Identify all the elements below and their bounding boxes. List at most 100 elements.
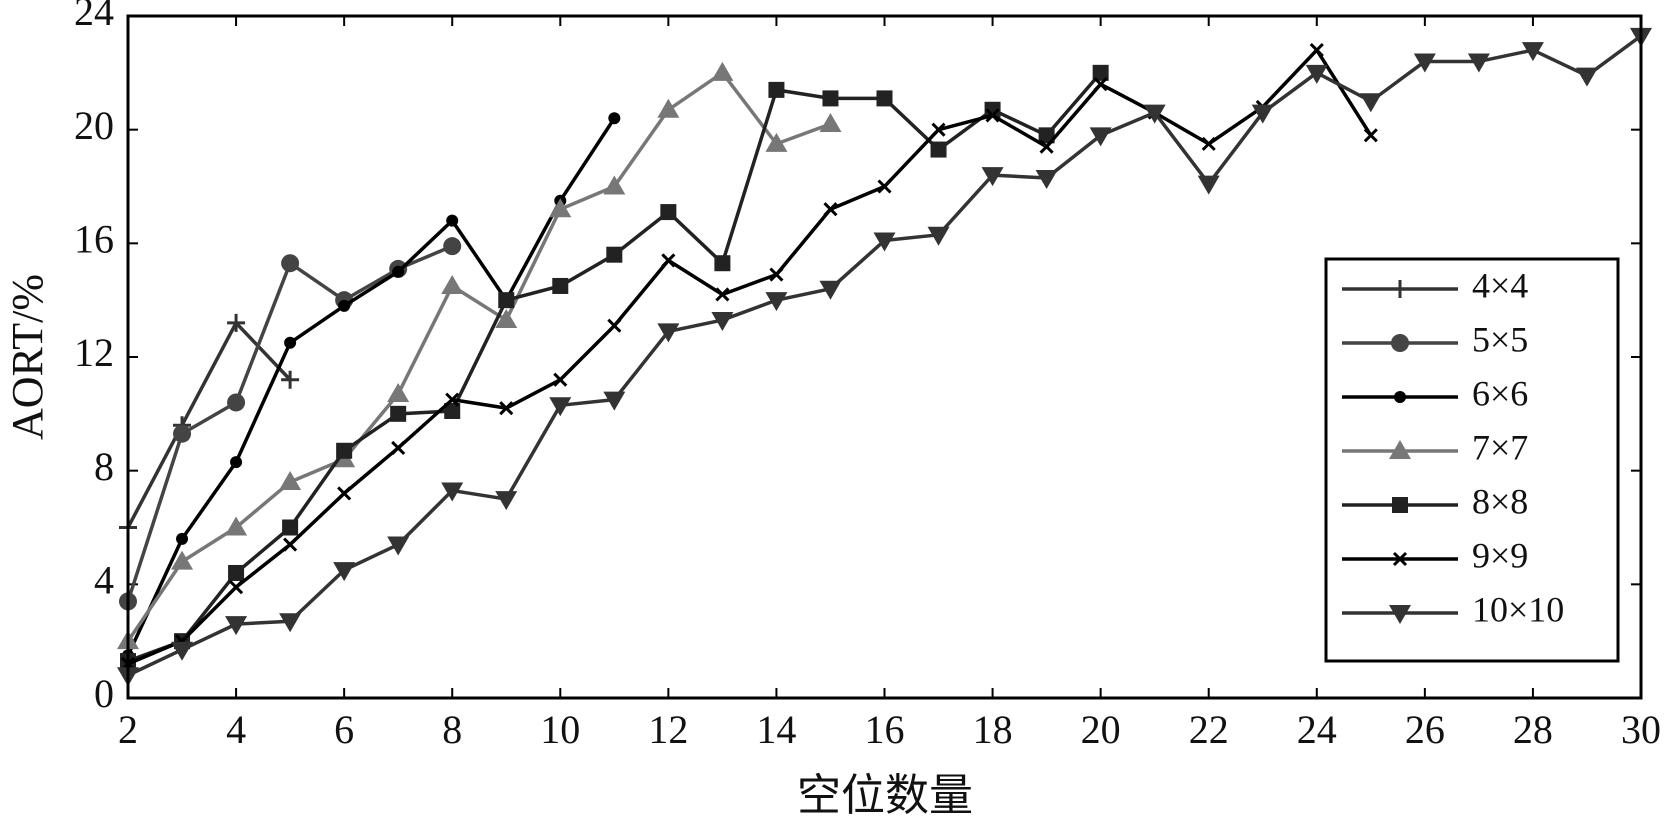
y-tick-label: 20 — [74, 103, 114, 148]
marker — [229, 580, 244, 595]
marker — [606, 246, 623, 263]
marker — [1391, 334, 1409, 352]
marker — [1197, 175, 1220, 195]
legend: 4×4 5×5 6×6 7×7 8×8 9×9 10×10 — [1324, 257, 1620, 663]
x-tick-label: 14 — [756, 707, 796, 752]
marker — [498, 292, 515, 309]
marker — [1093, 77, 1108, 92]
marker — [173, 424, 192, 443]
legend-label: 4×4 — [1472, 265, 1528, 305]
x-tick-label: 6 — [334, 707, 354, 752]
marker — [1413, 53, 1436, 73]
marker — [227, 313, 246, 332]
marker — [1521, 42, 1544, 62]
x-tick-label: 18 — [973, 707, 1013, 752]
marker — [281, 254, 300, 273]
marker — [711, 312, 734, 332]
marker — [603, 391, 626, 411]
y-tick-label: 12 — [74, 330, 114, 375]
marker — [176, 532, 189, 545]
legend-label: 9×9 — [1472, 535, 1528, 575]
marker — [1363, 128, 1378, 143]
marker — [819, 112, 842, 132]
legend-label: 5×5 — [1472, 319, 1528, 359]
marker — [228, 564, 245, 581]
marker — [549, 198, 572, 218]
marker — [443, 237, 462, 256]
x-tick-label: 26 — [1405, 707, 1445, 752]
y-tick-label: 24 — [74, 0, 114, 34]
series-line — [126, 321, 292, 529]
legend-label: 10×10 — [1472, 589, 1564, 629]
x-tick-label: 30 — [1621, 707, 1661, 752]
marker — [1035, 169, 1058, 189]
marker — [338, 299, 351, 312]
marker — [495, 491, 518, 511]
marker — [608, 112, 621, 125]
marker — [769, 267, 784, 282]
marker — [714, 255, 731, 272]
marker — [819, 280, 842, 300]
marker — [984, 101, 1001, 118]
marker — [279, 613, 302, 633]
marker — [1575, 67, 1598, 87]
legend-label: 7×7 — [1472, 427, 1528, 467]
marker — [768, 81, 785, 98]
x-tick-label: 24 — [1297, 707, 1337, 752]
marker — [930, 141, 947, 158]
marker — [1392, 551, 1408, 567]
x-axis-label: 空位数量 — [797, 771, 973, 820]
marker — [1038, 127, 1055, 144]
marker — [927, 226, 950, 246]
marker — [444, 402, 461, 419]
marker — [225, 516, 248, 536]
x-tick-label: 2 — [118, 707, 138, 752]
y-tick-label: 8 — [94, 444, 114, 489]
y-tick-label: 0 — [94, 671, 114, 716]
marker — [657, 323, 680, 343]
marker — [1309, 43, 1324, 58]
marker — [549, 397, 572, 417]
marker — [873, 232, 896, 252]
marker — [281, 370, 300, 389]
x-tick-label: 16 — [865, 707, 905, 752]
x-tick-label: 28 — [1513, 707, 1553, 752]
marker — [1467, 53, 1490, 73]
legend-label: 8×8 — [1472, 481, 1528, 521]
marker — [931, 122, 946, 137]
marker — [660, 204, 677, 221]
legend-box — [1324, 257, 1620, 663]
x-tick-label: 12 — [648, 707, 688, 752]
marker — [1391, 280, 1409, 298]
marker — [390, 405, 407, 422]
marker — [441, 482, 464, 502]
series-line — [126, 117, 616, 657]
marker — [985, 108, 1000, 123]
x-tick-label: 4 — [226, 707, 246, 752]
marker — [336, 442, 353, 459]
marker — [657, 98, 680, 118]
marker — [499, 401, 514, 416]
marker — [171, 550, 194, 570]
marker — [1092, 64, 1109, 81]
marker — [225, 616, 248, 636]
marker — [877, 179, 892, 194]
marker — [279, 471, 302, 491]
marker — [171, 641, 194, 661]
marker — [823, 202, 838, 217]
marker — [230, 456, 243, 469]
marker — [227, 393, 246, 412]
marker — [1394, 391, 1406, 403]
marker — [603, 175, 626, 195]
legend-label: 6×6 — [1472, 373, 1528, 413]
marker — [387, 536, 410, 556]
marker — [876, 90, 893, 107]
plot-frame — [126, 14, 1643, 700]
y-tick-label: 4 — [94, 558, 114, 603]
marker — [607, 318, 622, 333]
marker — [711, 61, 734, 81]
marker — [1143, 104, 1166, 124]
marker — [661, 253, 676, 268]
marker — [1359, 93, 1382, 113]
